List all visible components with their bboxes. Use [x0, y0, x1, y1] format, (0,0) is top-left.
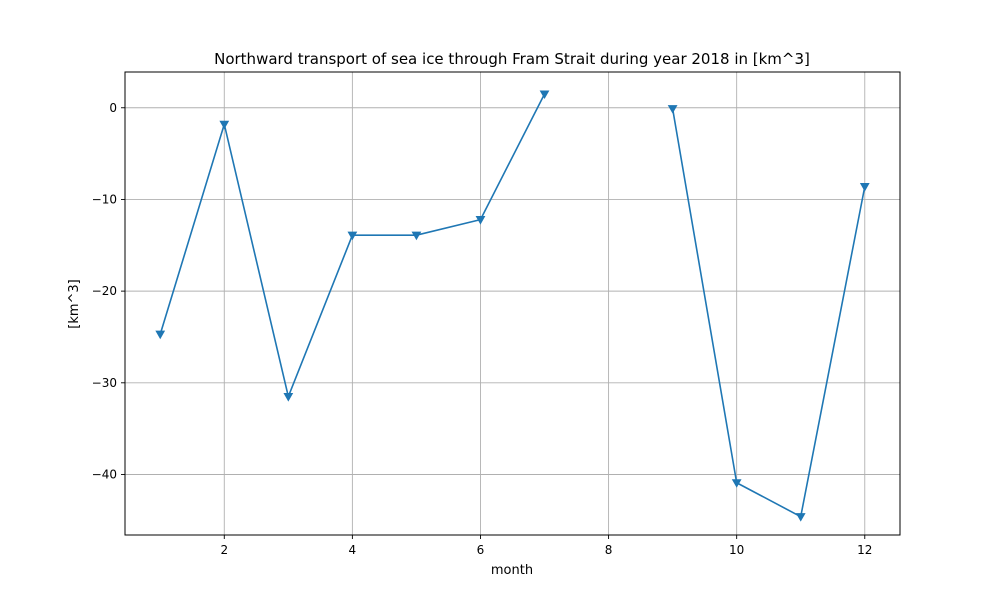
grid-lines: [125, 72, 900, 535]
data-point-marker: [411, 231, 422, 241]
axis-ticks: 2 4 6 8 10 12 0 −10 −20 −30 −40: [92, 101, 873, 557]
y-tick-label: −40: [92, 467, 117, 481]
data-point-marker: [283, 393, 294, 402]
data-point-marker: [795, 513, 806, 522]
plot-frame: [124, 71, 901, 536]
data-point-marker: [475, 216, 486, 225]
x-tick-label: 8: [605, 543, 613, 557]
data-point-marker: [667, 105, 678, 114]
data-point-marker: [539, 90, 550, 100]
x-tick-label: 2: [220, 543, 228, 557]
chart-title: Northward transport of sea ice through F…: [214, 50, 810, 68]
x-tick-label: 4: [349, 543, 357, 557]
y-tick-label: −20: [92, 284, 117, 298]
data-point-marker: [155, 330, 166, 340]
series-line: [671, 108, 866, 518]
y-tick-label: 0: [109, 101, 117, 115]
y-axis-label: [km^3]: [67, 279, 82, 329]
data-point-marker: [859, 183, 870, 192]
y-tick-label: −30: [92, 376, 117, 390]
data-point-marker: [219, 120, 230, 130]
x-tick-label: 6: [477, 543, 485, 557]
series-layer: [155, 90, 870, 522]
data-point-marker: [347, 231, 358, 241]
x-axis-label: month: [491, 563, 533, 578]
x-tick-label: 10: [729, 543, 744, 557]
data-point-marker: [731, 479, 742, 488]
y-tick-label: −10: [92, 192, 117, 206]
x-tick-label: 12: [857, 543, 872, 557]
